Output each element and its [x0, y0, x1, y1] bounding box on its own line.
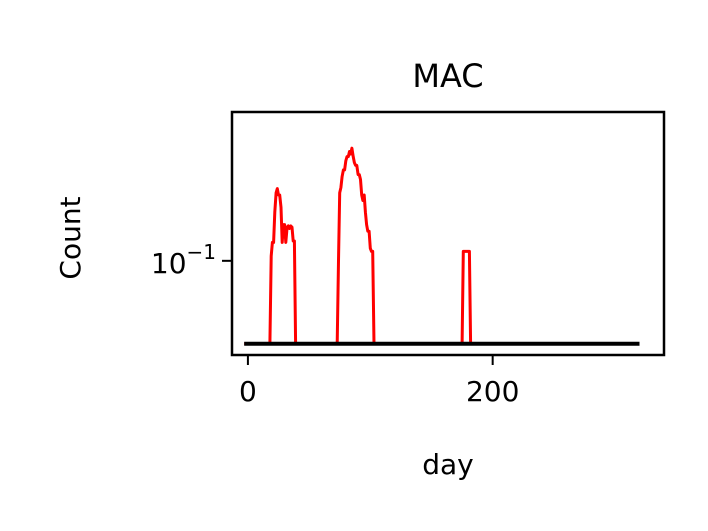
x-tick-label-1: 0: [239, 375, 257, 408]
x-axis-label: day: [422, 448, 474, 481]
series-layer: [244, 146, 640, 346]
y-axis: 10−1: [151, 240, 232, 280]
x-axis: 0 200: [239, 355, 519, 408]
y-tick-label-1: 10−1: [151, 240, 216, 280]
chart-title: MAC: [412, 57, 483, 95]
x-tick-label-2: 200: [466, 375, 519, 408]
series-line-1: [244, 146, 640, 346]
y-axis-label: Count: [54, 196, 87, 279]
plot-frame: [230, 110, 666, 357]
